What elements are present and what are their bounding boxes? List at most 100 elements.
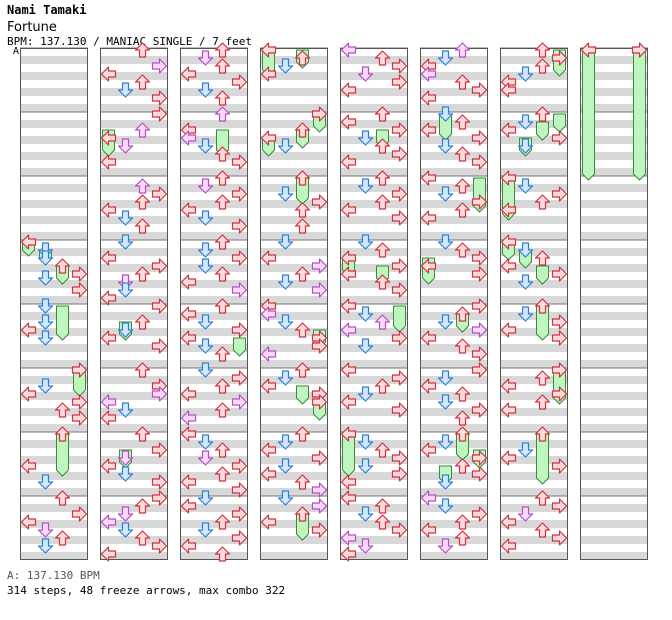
beat-band-light — [100, 144, 168, 152]
step-arrow — [37, 270, 54, 286]
step-arrow — [231, 530, 248, 546]
beat-band-light — [500, 288, 568, 296]
beat-band-light — [340, 256, 408, 264]
step-arrow — [180, 498, 197, 514]
beat-band-dark — [500, 424, 568, 432]
beat-band-dark — [20, 136, 88, 144]
beat-band-dark — [180, 408, 248, 416]
step-arrow — [534, 522, 551, 538]
step-arrow — [180, 410, 197, 426]
beat-band-light — [420, 528, 488, 536]
beat-band-light — [580, 544, 648, 552]
step-arrow — [471, 250, 488, 266]
step-arrow — [20, 234, 37, 250]
step-arrow — [471, 506, 488, 522]
beat-band-light — [180, 112, 248, 120]
beat-band-dark — [180, 136, 248, 144]
beat-band-dark — [340, 232, 408, 240]
chart-column — [180, 42, 248, 562]
step-arrow — [454, 114, 471, 130]
beat-band-dark — [20, 104, 88, 112]
step-arrow — [551, 50, 568, 66]
step-arrow — [437, 106, 454, 122]
beat-band-dark — [20, 424, 88, 432]
step-arrow — [391, 330, 408, 346]
beat-band-light — [580, 112, 648, 120]
step-arrow — [357, 306, 374, 322]
step-arrow — [391, 186, 408, 202]
step-arrow — [391, 402, 408, 418]
beat-band-dark — [340, 536, 408, 544]
beat-band-dark — [100, 328, 168, 336]
beat-band-light — [260, 272, 328, 280]
column-border — [20, 48, 88, 560]
step-arrow — [134, 194, 151, 210]
step-arrow — [197, 210, 214, 226]
beat-band-light — [180, 288, 248, 296]
beat-band-light — [420, 144, 488, 152]
beat-band-dark — [20, 440, 88, 448]
beat-band-dark — [180, 376, 248, 384]
beat-band-light — [260, 448, 328, 456]
beat-band-light — [180, 400, 248, 408]
beat-band-light — [260, 144, 328, 152]
beat-band-light — [100, 320, 168, 328]
beat-band-light — [420, 400, 488, 408]
beat-band-dark — [420, 440, 488, 448]
beat-band-light — [180, 240, 248, 248]
step-arrow — [471, 82, 488, 98]
beat-band-light — [340, 320, 408, 328]
beat-band-light — [20, 528, 88, 536]
beat-band-dark — [500, 152, 568, 160]
beat-band-light — [20, 400, 88, 408]
beat-band-dark — [260, 536, 328, 544]
beat-band-dark — [340, 248, 408, 256]
step-arrow — [374, 170, 391, 186]
beat-band-light — [20, 480, 88, 488]
beat-band-light — [580, 336, 648, 344]
beat-band-dark — [100, 456, 168, 464]
beat-band-dark — [420, 296, 488, 304]
beat-band-dark — [340, 376, 408, 384]
step-arrow — [311, 282, 328, 298]
beat-band-dark — [580, 504, 648, 512]
step-arrow — [500, 234, 517, 250]
beat-band-dark — [420, 456, 488, 464]
step-arrow — [197, 362, 214, 378]
beat-band-dark — [340, 504, 408, 512]
step-arrow — [391, 210, 408, 226]
beat-band-dark — [420, 328, 488, 336]
step-arrow — [340, 114, 357, 130]
step-arrow — [117, 138, 134, 154]
beat-band-light — [20, 448, 88, 456]
step-arrow — [340, 546, 357, 562]
step-arrow — [454, 146, 471, 162]
beat-band-light — [500, 384, 568, 392]
beat-band-light — [340, 272, 408, 280]
step-arrow — [340, 322, 357, 338]
step-arrow — [471, 266, 488, 282]
step-arrow — [517, 306, 534, 322]
step-arrow — [340, 490, 357, 506]
beat-band-light — [500, 352, 568, 360]
beat-band-dark — [420, 104, 488, 112]
step-arrow — [277, 58, 294, 74]
beat-band-light — [260, 384, 328, 392]
beat-band-light — [260, 432, 328, 440]
beat-band-light — [180, 384, 248, 392]
step-arrow — [134, 426, 151, 442]
freeze-arrow — [582, 49, 595, 181]
step-arrow — [214, 514, 231, 530]
step-arrow — [357, 338, 374, 354]
beat-band-light — [20, 272, 88, 280]
step-arrow — [151, 338, 168, 354]
beat-band-dark — [340, 424, 408, 432]
step-arrow — [311, 498, 328, 514]
freeze-arrow — [553, 113, 566, 133]
beat-band-dark — [180, 504, 248, 512]
beat-band-light — [420, 224, 488, 232]
step-arrow — [517, 274, 534, 290]
beat-band-dark — [580, 72, 648, 80]
step-arrow — [551, 530, 568, 546]
beat-band-light — [20, 112, 88, 120]
